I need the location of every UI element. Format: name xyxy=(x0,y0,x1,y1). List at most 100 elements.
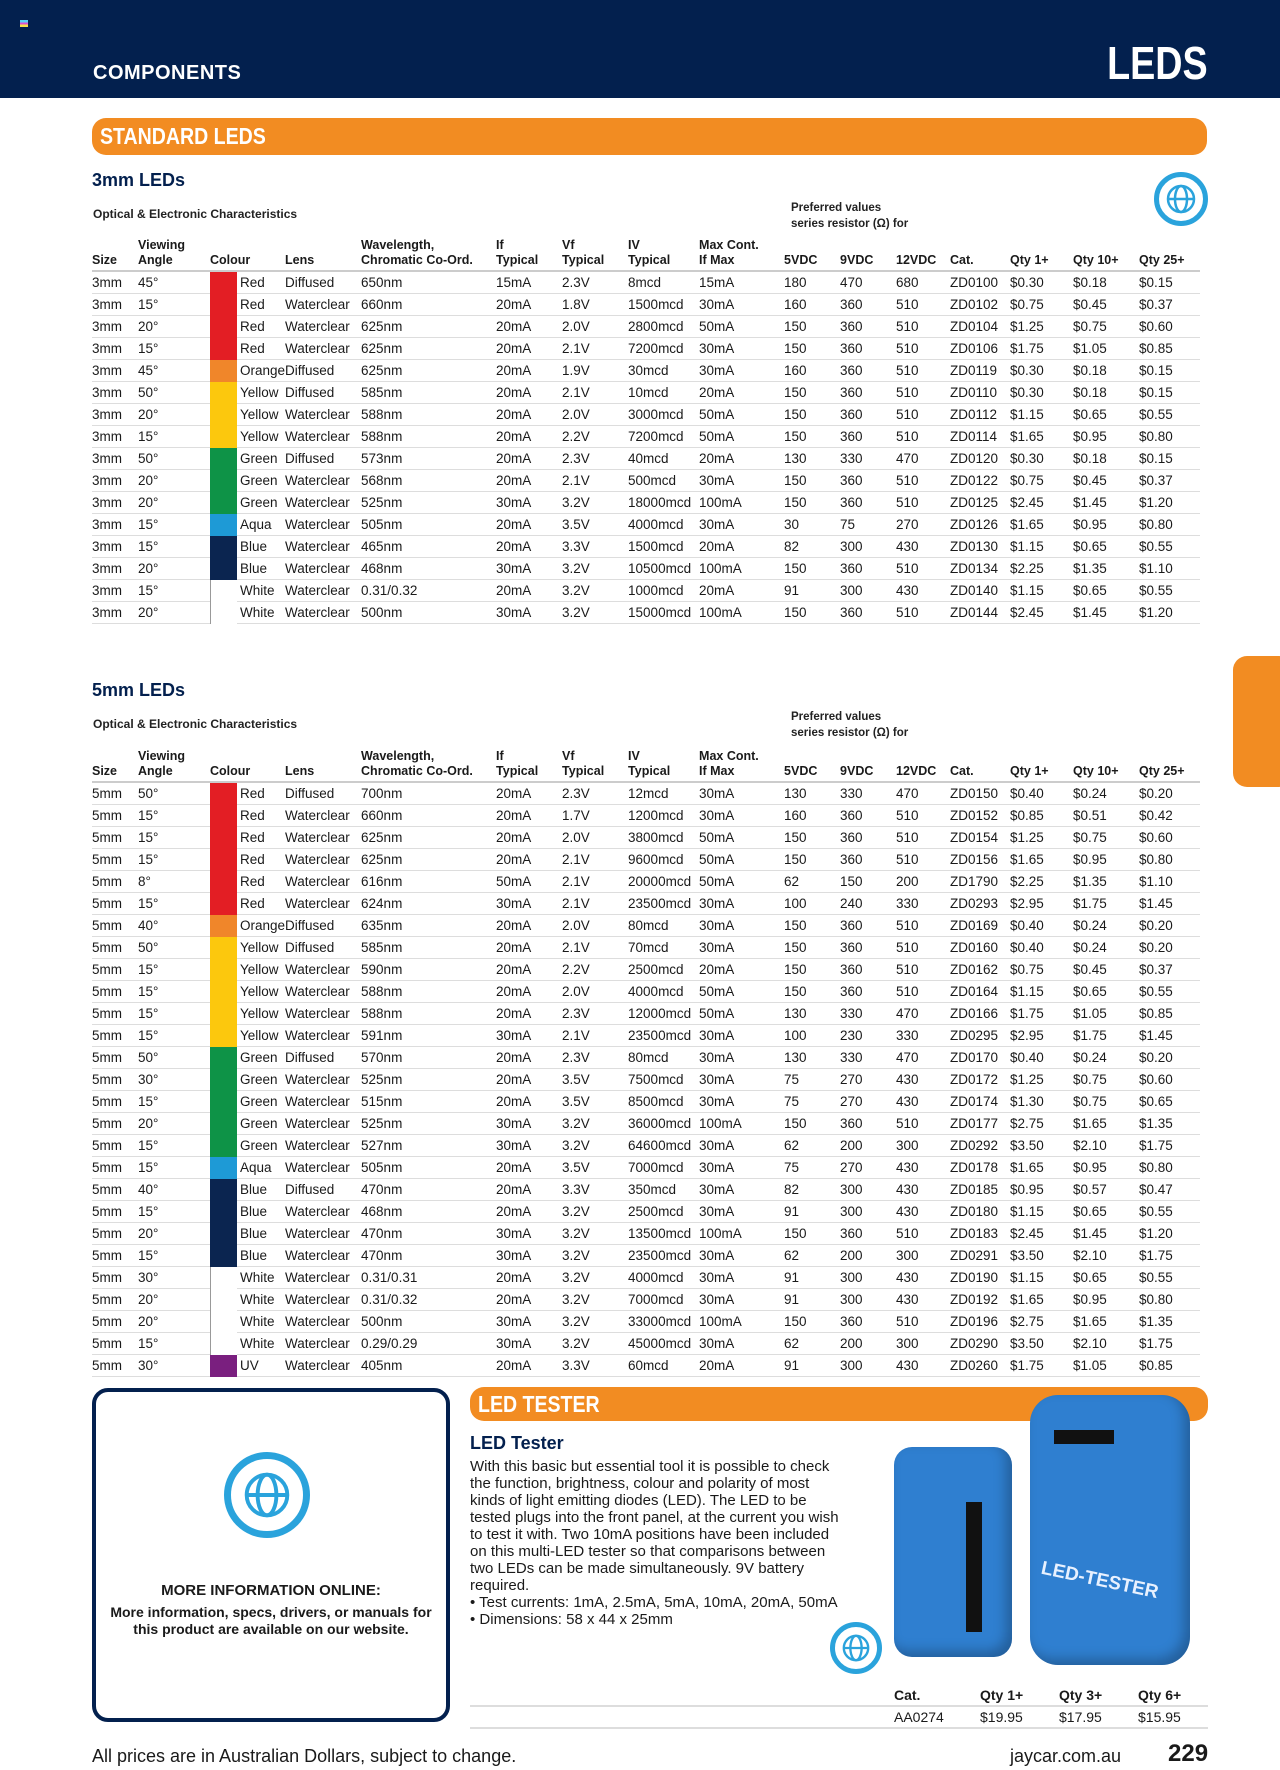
table-cell: $1.75 xyxy=(1139,1332,1201,1355)
table-cell: ZD0166 xyxy=(950,1002,1011,1025)
table-cell: $1.75 xyxy=(1139,1134,1201,1157)
table-cell: ZD0150 xyxy=(950,782,1011,805)
table-cell: 15° xyxy=(138,337,210,360)
table-row: 3mm 50° Green Diffused 573nm 20mA 2.3V 40mcd 20m… xyxy=(92,447,1201,470)
table-cell: 15° xyxy=(138,425,210,448)
table-cell: 510 xyxy=(896,337,951,360)
table-cell: $0.37 xyxy=(1139,958,1201,981)
table-cell: $0.65 xyxy=(1073,403,1140,426)
table-cell: $1.65 xyxy=(1073,1112,1140,1135)
table-cell: ZD0183 xyxy=(950,1222,1011,1245)
table-cell: $0.30 xyxy=(1010,359,1074,382)
table-cell: Yellow xyxy=(210,958,286,981)
table-cell: 3mm xyxy=(92,491,138,514)
table-cell: 3mm xyxy=(92,469,138,492)
table-cell: $0.95 xyxy=(1073,513,1140,536)
globe-icon[interactable] xyxy=(830,1622,882,1674)
colour-swatch xyxy=(210,426,237,448)
table-cell: Blue xyxy=(210,1200,286,1223)
table-row: 3mm 20° Blue Waterclear 468nm 30mA 3.2V 10500mc… xyxy=(92,557,1201,580)
table-cell: 2.1V xyxy=(562,870,629,893)
colour-swatch xyxy=(210,382,237,404)
table-cell: 330 xyxy=(840,447,897,470)
column-header: IV Typical xyxy=(628,749,700,783)
table-cell: 360 xyxy=(840,980,897,1003)
table-cell: 20° xyxy=(138,601,210,624)
table-row: 3mm 15° Yellow Waterclear 588nm 20mA 2.2V 7200m… xyxy=(92,425,1201,448)
table-cell: 5mm xyxy=(92,804,138,827)
table-cell: 20mA xyxy=(496,447,563,470)
table-cell: 2.0V xyxy=(562,980,629,1003)
table-cell: Green xyxy=(210,469,286,492)
column-header-line: Qty 1+ xyxy=(1010,764,1049,778)
table-row: 5mm 15° Blue Waterclear 468nm 20mA 3.2V 2500mcd… xyxy=(92,1200,1201,1223)
table-cell: 5mm xyxy=(92,870,138,893)
table-cell: 5mm xyxy=(92,892,138,915)
table-cell: 2.1V xyxy=(562,337,629,360)
table-cell: 91 xyxy=(784,1354,841,1377)
table-cell: $0.45 xyxy=(1073,293,1140,316)
table-cell: ZD0114 xyxy=(950,425,1011,448)
column-header-line: Chromatic Co-Ord. xyxy=(361,253,473,267)
table-cell: 510 xyxy=(896,557,951,580)
table-cell: Diffused xyxy=(285,381,362,404)
table-cell: $2.25 xyxy=(1010,557,1074,580)
colour-swatch xyxy=(210,1025,237,1047)
table-cell: ZD0178 xyxy=(950,1156,1011,1179)
globe-icon[interactable] xyxy=(1154,172,1208,226)
table-cell: 45000mcd xyxy=(628,1332,700,1355)
table-cell: 20mA xyxy=(496,1046,563,1069)
table-cell: Waterclear xyxy=(285,293,362,316)
table-cell: 470 xyxy=(896,782,951,805)
table-cell: Yellow xyxy=(210,1002,286,1025)
table-cell: 100mA xyxy=(699,601,785,624)
table-cell: $1.65 xyxy=(1010,1288,1074,1311)
table-cell: 1500mcd xyxy=(628,535,700,558)
price-cat: AA0274 xyxy=(894,1709,944,1725)
table-cell: ZD0291 xyxy=(950,1244,1011,1267)
price-cell: $19.95 xyxy=(980,1709,1023,1725)
table-cell: 30mA xyxy=(699,1024,785,1047)
table-cell: 100mA xyxy=(699,1112,785,1135)
column-header: Qty 10+ xyxy=(1073,238,1140,272)
table-cell: 0.29/0.29 xyxy=(361,1332,497,1355)
table-cell: ZD0169 xyxy=(950,914,1011,937)
table-cell: 15° xyxy=(138,293,210,316)
column-header-line: Viewing xyxy=(138,749,186,763)
table-cell: Waterclear xyxy=(285,491,362,514)
table-cell: $0.80 xyxy=(1139,1288,1201,1311)
table-cell: Yellow xyxy=(210,381,286,404)
table-cell: 270 xyxy=(840,1068,897,1091)
table-cell: 82 xyxy=(784,1178,841,1201)
table-cell: 5mm xyxy=(92,1244,138,1267)
table-row: 5mm 15° Green Waterclear 527nm 30mA 3.2V 64600m… xyxy=(92,1134,1201,1157)
table-cell: 30mA xyxy=(699,293,785,316)
table-cell: $1.25 xyxy=(1010,826,1074,849)
table-cell: 160 xyxy=(784,804,841,827)
column-header: If Typical xyxy=(496,238,563,272)
table-cell: 150 xyxy=(784,491,841,514)
table-cell: 470 xyxy=(896,447,951,470)
table-cell: 635nm xyxy=(361,914,497,937)
table-cell: 30mA xyxy=(496,1332,563,1355)
table-cell: 470 xyxy=(896,1046,951,1069)
table-cell: $1.45 xyxy=(1073,601,1140,624)
table-cell: 360 xyxy=(840,491,897,514)
column-header-line: If xyxy=(496,238,504,252)
website-link[interactable]: jaycar.com.au xyxy=(1010,1746,1122,1766)
column-header-line: 12VDC xyxy=(896,253,937,267)
table-cell: 3000mcd xyxy=(628,403,700,426)
globe-icon[interactable] xyxy=(224,1452,310,1538)
table-row: 5mm 20° Blue Waterclear 470nm 30mA 3.2V 13500mc… xyxy=(92,1222,1201,1245)
table-cell: Red xyxy=(210,337,286,360)
table-cell: 2.0V xyxy=(562,914,629,937)
table-cell: 30mA xyxy=(496,1024,563,1047)
table-cell: 70mcd xyxy=(628,936,700,959)
table-cell: 5mm xyxy=(92,848,138,871)
product-description: With this basic but essential tool it is… xyxy=(470,1458,840,1628)
table-cell: 150 xyxy=(840,870,897,893)
column-header-line: If Max xyxy=(699,764,735,778)
table-cell: $0.60 xyxy=(1139,1068,1201,1091)
table-cell: 50mA xyxy=(699,1002,785,1025)
table-cell: 3mm xyxy=(92,381,138,404)
